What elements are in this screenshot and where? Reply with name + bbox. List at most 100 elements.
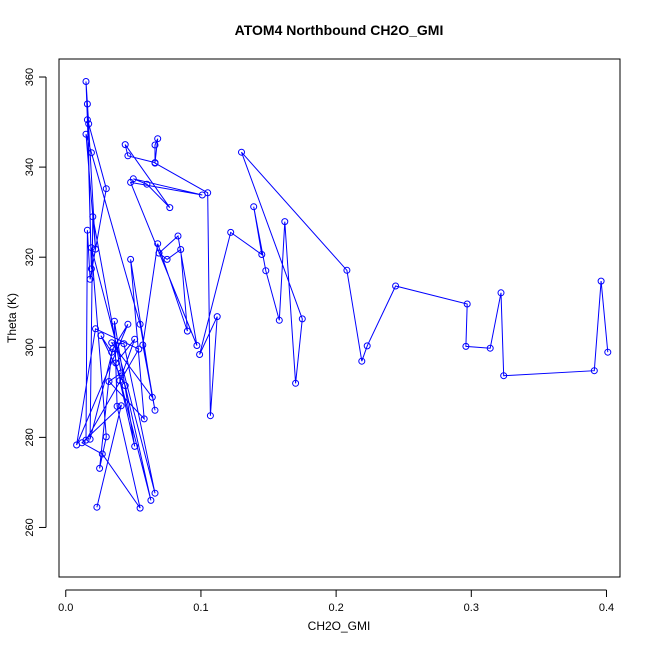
data-point	[116, 377, 124, 385]
data-point	[131, 335, 139, 343]
data-point	[121, 382, 129, 390]
data-point	[117, 402, 125, 410]
y-tick-label: 320	[24, 248, 36, 266]
chart-title: ATOM4 Northbound CH2O_GMI	[235, 22, 444, 38]
data-point	[98, 450, 106, 458]
data-point	[166, 204, 174, 212]
data-point	[82, 78, 90, 85]
x-tick-label: 0.1	[193, 602, 208, 614]
data-point	[117, 369, 125, 377]
data-point	[87, 265, 95, 273]
data-point	[135, 345, 143, 353]
plot-frame	[58, 58, 621, 578]
data-point	[262, 267, 270, 275]
data-point	[139, 341, 147, 349]
data-point	[163, 255, 171, 263]
data-point	[113, 402, 121, 410]
data-point	[120, 340, 128, 348]
data-point	[500, 372, 508, 380]
data-point	[358, 357, 366, 365]
data-point	[124, 152, 132, 160]
data-point	[238, 148, 245, 156]
y-tick-label: 300	[24, 338, 36, 356]
data-point	[151, 141, 159, 149]
data-point	[136, 504, 144, 512]
data-point	[213, 313, 221, 321]
data-point	[92, 245, 99, 253]
data-point	[102, 185, 110, 193]
data-point	[136, 320, 144, 328]
y-axis: 260 280 300 320 340 360	[24, 68, 47, 537]
plot-area	[73, 78, 612, 512]
data-point	[96, 464, 104, 472]
data-point	[151, 489, 159, 497]
series-line	[76, 81, 609, 509]
data-point	[127, 255, 135, 263]
data-point	[129, 175, 137, 183]
data-point	[85, 120, 93, 128]
data-point	[109, 345, 117, 353]
y-tick-label: 360	[24, 68, 36, 86]
data-point	[151, 406, 159, 414]
data-point	[151, 159, 159, 167]
data-point	[281, 218, 289, 226]
data-point	[102, 433, 110, 441]
data-point	[174, 232, 182, 240]
data-point	[227, 228, 235, 236]
data-point	[597, 277, 605, 285]
data-point	[590, 367, 598, 375]
y-tick-label: 340	[24, 158, 36, 176]
data-point	[462, 342, 470, 350]
data-point	[83, 100, 91, 108]
data-point	[86, 275, 94, 283]
data-point	[196, 351, 204, 358]
data-point	[82, 436, 90, 444]
data-point	[183, 327, 191, 335]
data-point	[124, 320, 132, 328]
data-point	[497, 289, 505, 297]
data-point	[86, 435, 94, 443]
data-point	[93, 503, 101, 511]
data-point	[147, 496, 155, 504]
data-point	[112, 359, 120, 367]
data-point	[97, 332, 105, 340]
x-axis: 0.0 0.1 0.2 0.3 0.4	[58, 589, 614, 614]
y-axis-label: Theta (K)	[5, 293, 19, 343]
data-point	[298, 315, 306, 323]
data-point	[148, 393, 156, 401]
data-point	[140, 415, 148, 423]
data-point	[463, 300, 471, 308]
data-point	[110, 317, 118, 325]
data-point	[87, 149, 95, 157]
data-point	[73, 441, 81, 449]
x-tick-label: 0.3	[464, 602, 479, 614]
data-point	[121, 141, 129, 149]
data-point	[82, 130, 90, 138]
data-point	[206, 412, 214, 420]
data-point	[105, 378, 113, 385]
x-axis-label: CH2O_GMI	[308, 619, 371, 633]
data-point	[292, 379, 300, 387]
data-point	[154, 240, 162, 248]
data-point	[604, 348, 612, 356]
data-point	[204, 189, 212, 197]
data-point	[392, 282, 400, 290]
data-point	[131, 442, 139, 450]
data-point	[193, 342, 201, 349]
data-point	[89, 213, 97, 221]
data-point	[87, 244, 95, 252]
y-tick-label: 260	[24, 518, 36, 536]
data-point	[177, 246, 185, 253]
data-point	[250, 203, 258, 211]
x-tick-label: 0.2	[328, 602, 343, 614]
data-point	[83, 116, 91, 124]
data-point	[108, 348, 116, 356]
data-point	[275, 316, 283, 324]
x-tick-label: 0.4	[599, 602, 614, 614]
data-point	[155, 249, 163, 257]
data-point	[92, 325, 99, 333]
data-point	[143, 180, 151, 188]
y-tick-label: 280	[24, 428, 36, 446]
data-point	[363, 342, 371, 350]
